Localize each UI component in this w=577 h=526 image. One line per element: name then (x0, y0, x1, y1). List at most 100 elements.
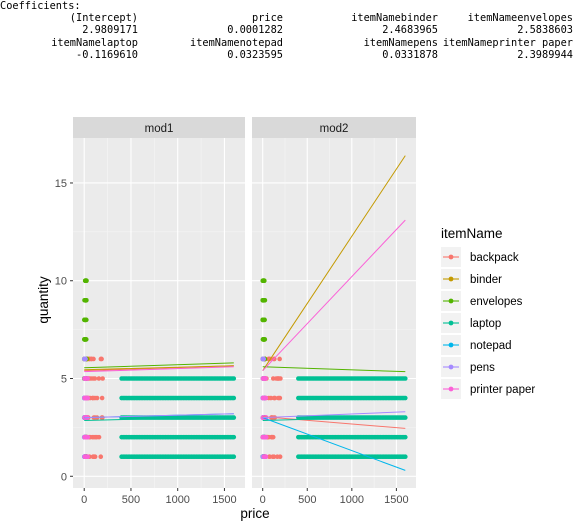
data-point-laptop (403, 454, 408, 460)
coef-value: 2.9809171 (82, 24, 138, 37)
data-point-laptop (403, 376, 408, 381)
x-axes: 0 500 1000 1500 0 500 1000 1500 (81, 488, 409, 506)
coef-value: -0.1169610 (76, 48, 138, 61)
data-point-printer-paper (262, 434, 268, 440)
fit-line-backpack (262, 416, 406, 429)
data-point-envelopes (82, 337, 87, 342)
y-axis: 0 5 10 15 (55, 178, 73, 483)
fit-line-printer-paper (84, 366, 234, 373)
data-point-backpack (92, 376, 98, 381)
data-point-envelopes (84, 278, 89, 284)
y-axis-title: quantity (36, 276, 51, 324)
data-point-backpack (275, 454, 280, 460)
x-tick-label: 1000 (165, 494, 189, 506)
fit-line-binder (84, 365, 234, 371)
facet-strip-label: mod2 (320, 123, 349, 135)
x-tick-label: 0 (81, 494, 87, 506)
panel-background (73, 138, 245, 488)
x-tick-label: 0 (260, 494, 266, 506)
legend-label: notepad (470, 340, 512, 352)
fit-line-laptop (84, 416, 234, 422)
data-point-printer-paper (83, 434, 88, 440)
x-tick-label: 1500 (384, 494, 408, 506)
x-tick-label: 500 (298, 494, 316, 506)
data-point-pens (83, 356, 88, 362)
x-axis-title: price (240, 506, 269, 521)
legend-title: itemName (441, 226, 503, 241)
data-point-backpack (270, 454, 276, 460)
fit-line-notepad (262, 417, 406, 471)
legend-key-point (448, 320, 454, 326)
data-point-laptop (231, 376, 237, 381)
console-output: Coefficients: (Intercept) price itemName… (0, 0, 577, 80)
data-point-backpack (276, 376, 282, 381)
data-point-laptop (231, 434, 237, 440)
coef-label: itemNamebinder (351, 12, 438, 25)
legend-key-point (448, 342, 454, 348)
data-point-laptop (403, 415, 408, 420)
data-point-backpack (98, 454, 104, 460)
data-point-printer-paper (262, 454, 268, 460)
legend: itemName backpack binder envelopes laptop no… (441, 226, 535, 399)
data-point-backpack (267, 454, 272, 460)
data-point-printer-paper (85, 395, 90, 401)
data-point-backpack (277, 356, 282, 362)
data-point-backpack (268, 395, 274, 401)
coef-value: 0.0001282 (227, 24, 283, 37)
data-point-backpack (91, 434, 97, 440)
facet-strip (252, 117, 416, 138)
legend-item-backpack: backpack (441, 247, 519, 267)
coef-label: itemNamelaptop (51, 36, 138, 49)
coef-value: 2.4683965 (382, 24, 438, 37)
data-point-backpack (276, 395, 281, 401)
data-point-backpack (98, 356, 104, 362)
data-point-laptop (231, 395, 237, 401)
data-point-backpack (100, 376, 105, 381)
legend-key-point (448, 276, 454, 282)
coef-label: itemNameprinter paper (442, 36, 573, 49)
fit-line-pens (262, 411, 406, 419)
x-axis-mod1: 0 500 1000 1500 (81, 488, 237, 506)
legend-label: printer paper (470, 384, 535, 396)
data-point-backpack (270, 434, 276, 440)
data-point-printer-paper (263, 376, 268, 381)
legend-label: pens (470, 362, 495, 374)
coef-label-row-2: itemNamelaptop itemNamenotepad itemNamep… (0, 37, 577, 49)
coef-label-row-1: (Intercept) price itemNamebinder itemNam… (0, 12, 577, 24)
coef-label: (Intercept) (69, 12, 138, 25)
coef-value-row-2: -0.1169610 0.0323595 0.0331878 2.3989944 (0, 49, 577, 61)
data-point-pens (261, 356, 267, 362)
legend-label: envelopes (470, 296, 523, 308)
data-point-envelopes (83, 297, 89, 303)
fit-line-printer-paper (262, 219, 406, 372)
legend-key-point (448, 364, 454, 370)
data-point-printer-paper (82, 376, 88, 381)
panel-background (252, 138, 416, 488)
data-point-laptop (403, 395, 408, 401)
data-point-printer-paper (84, 454, 90, 460)
y-tick-label: 10 (55, 276, 67, 288)
data-point-envelopes (84, 317, 89, 323)
x-tick-label: 500 (122, 494, 140, 506)
data-point-backpack (91, 454, 97, 460)
legend-item-notepad: notepad (441, 335, 512, 355)
y-tick-label: 5 (61, 374, 67, 386)
facet-strip-label: mod1 (145, 123, 174, 135)
data-point-backpack (94, 395, 100, 401)
data-point-backpack (272, 395, 278, 401)
coef-label: itemNameenvelopes (467, 12, 573, 25)
legend-item-laptop: laptop (441, 313, 501, 333)
fit-line-pens (84, 413, 234, 419)
y-tick-label: 15 (55, 178, 67, 190)
x-tick-label: 1000 (340, 494, 364, 506)
y-tick-label: 0 (61, 471, 67, 483)
coef-value: 2.5838603 (517, 24, 573, 37)
legend-key-point (448, 298, 454, 304)
coefficients-label: Coefficients: (0, 0, 81, 12)
coef-value: 0.0331878 (382, 48, 438, 61)
legend-label: binder (470, 274, 502, 286)
data-point-envelopes (260, 337, 266, 342)
legend-item-pens: pens (441, 357, 495, 377)
x-axis-mod2: 0 500 1000 1500 (260, 488, 409, 506)
legend-label: laptop (470, 318, 501, 330)
